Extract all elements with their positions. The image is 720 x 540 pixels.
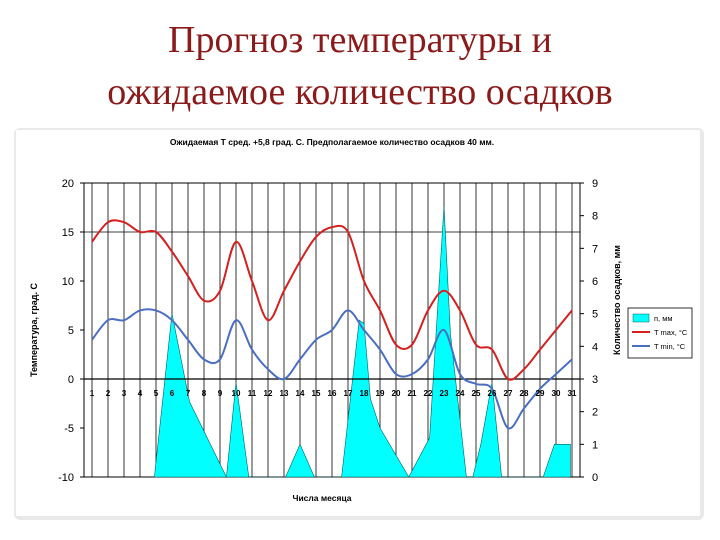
x-tick-label: 6 xyxy=(170,389,175,398)
y-left-tick-label: 20 xyxy=(62,178,74,190)
y-left-tick-label: 0 xyxy=(68,374,74,386)
y-left-tick-label: 5 xyxy=(68,325,74,337)
x-tick-label: 10 xyxy=(232,389,241,398)
x-tick-label: 3 xyxy=(122,389,127,398)
precipitation-area xyxy=(154,205,571,479)
slide-title-line-2: ожидаемое количество осадков xyxy=(107,71,613,113)
x-tick-label: 7 xyxy=(186,389,191,398)
x-tick-label: 8 xyxy=(202,389,207,398)
slide-title: Прогноз температуры и ожидаемое количест… xyxy=(0,14,720,118)
x-tick-label: 11 xyxy=(248,389,257,398)
y-left-tick-label: 10 xyxy=(62,276,74,288)
x-axis-label: Числа месяца xyxy=(292,493,351,503)
legend-label: T min, °C xyxy=(654,342,686,351)
x-tick-label: 5 xyxy=(154,389,159,398)
x-tick-label: 31 xyxy=(568,389,577,398)
y-left-tick-label: -10 xyxy=(58,472,74,484)
x-tick-label: 17 xyxy=(344,389,353,398)
y-left-axis-label: Температура, град. С xyxy=(29,282,39,377)
y-right-tick-label: 4 xyxy=(592,341,598,353)
x-tick-label: 20 xyxy=(392,389,401,398)
x-tick-label: 22 xyxy=(424,389,433,398)
legend-swatch-area xyxy=(632,313,650,323)
x-tick-label: 23 xyxy=(440,389,449,398)
slide-title-line-1: Прогноз температуры и xyxy=(168,19,552,61)
y-right-tick-label: 3 xyxy=(592,374,598,386)
x-tick-label: 15 xyxy=(312,389,321,398)
y-right-tick-label: 9 xyxy=(592,178,598,190)
y-right-tick-label: 6 xyxy=(592,276,598,288)
x-tick-label: 29 xyxy=(536,389,545,398)
y-right-tick-label: 7 xyxy=(592,243,598,255)
x-tick-label: 30 xyxy=(552,389,561,398)
x-tick-label: 25 xyxy=(472,389,481,398)
x-tick-label: 13 xyxy=(280,389,289,398)
series-line-t-min xyxy=(91,308,573,430)
legend-label: T max, °C xyxy=(654,328,688,337)
x-tick-label: 16 xyxy=(328,389,337,398)
x-tick-label: 2 xyxy=(106,389,111,398)
x-tick-label: 27 xyxy=(504,389,513,398)
y-right-tick-label: 2 xyxy=(592,407,598,419)
y-right-tick-label: 8 xyxy=(592,211,598,223)
x-tick-label: 1 xyxy=(90,389,95,398)
x-tick-label: 21 xyxy=(408,389,417,398)
y-right-tick-label: 0 xyxy=(592,472,598,484)
chart-svg: Ожидаемая Т сред. +5,8 град. С. Предпола… xyxy=(29,137,693,503)
y-right-tick-label: 1 xyxy=(592,439,598,451)
x-tick-label: 28 xyxy=(520,389,529,398)
y-left-tick-label: 15 xyxy=(62,227,74,239)
y-right-axis-label: Количество осадков, мм xyxy=(612,245,622,355)
legend-label: п, мм xyxy=(654,314,673,323)
x-tick-label: 24 xyxy=(456,389,465,398)
x-tick-label: 12 xyxy=(264,389,273,398)
y-right-tick-label: 5 xyxy=(592,309,598,321)
x-tick-label: 14 xyxy=(296,389,305,398)
x-tick-label: 18 xyxy=(360,389,369,398)
x-tick-label: 4 xyxy=(138,389,143,398)
chart-area: Ожидаемая Т сред. +5,8 град. С. Предпола… xyxy=(16,130,700,516)
series-line-t-max xyxy=(91,219,573,381)
y-left-tick-label: -5 xyxy=(64,423,74,435)
chart-title: Ожидаемая Т сред. +5,8 град. С. Предпола… xyxy=(170,137,494,147)
x-tick-label: 26 xyxy=(488,389,497,398)
x-tick-label: 19 xyxy=(376,389,385,398)
x-tick-label: 9 xyxy=(218,389,223,398)
